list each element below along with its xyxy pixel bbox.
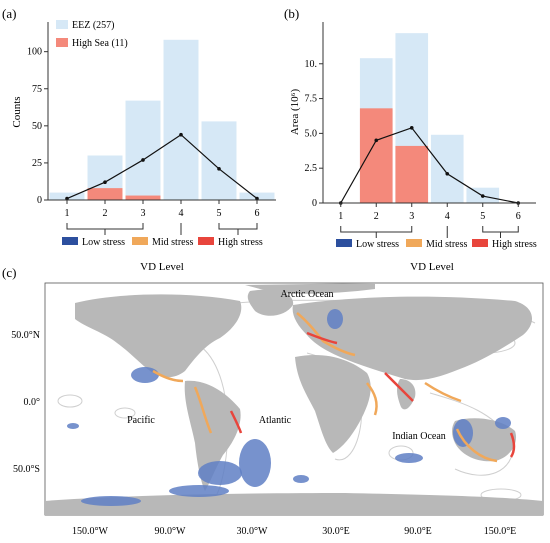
group-bracket — [66, 223, 144, 235]
y-tick-label: 25 — [32, 158, 42, 169]
low-stress-patches — [67, 309, 511, 506]
x-tick-label: 3 — [409, 211, 414, 222]
y-tick-label: 2.5 — [305, 163, 318, 174]
group-bracket — [218, 223, 258, 235]
legend-label-low-b: Low stress — [356, 239, 399, 250]
bar-high-sea — [87, 188, 123, 200]
trend-point — [409, 126, 414, 130]
coastal-stress — [152, 312, 516, 463]
trend-line — [340, 127, 519, 204]
legend-swatch-low-b — [336, 239, 352, 247]
lon-tick-30e: 30.0°E — [322, 526, 350, 537]
x-axis-label-a: VD Level — [140, 261, 184, 273]
bar-high-sea — [395, 145, 429, 203]
land-africa — [295, 354, 371, 453]
lat-tick-50n: 50.0°N — [11, 330, 40, 341]
bar-high-sea — [125, 195, 161, 200]
group-bracket — [482, 226, 519, 238]
legend-swatch-high-sea — [56, 38, 68, 47]
x-tick-label: 5 — [217, 208, 222, 219]
bar-eez — [239, 192, 275, 200]
trend-point — [480, 194, 485, 198]
x-axis-label-b: VD Level — [410, 261, 454, 273]
trend-point — [255, 196, 259, 201]
panel-label-b: (b) — [284, 6, 299, 21]
legend-label-low-a: Low stress — [82, 237, 125, 248]
land-antarctica — [45, 493, 543, 515]
legend-swatch-high-a — [198, 237, 214, 245]
legend-swatch-eez — [56, 20, 68, 29]
land-greenland — [247, 289, 294, 316]
ocean-label-indian: Indian Ocean — [392, 431, 446, 442]
legend-label-high-b: High stress — [492, 239, 537, 250]
lat-tick-50s: 50.0°S — [13, 464, 40, 475]
lon-tick-30w: 30.0°W — [237, 526, 268, 537]
legend-swatch-high-b — [472, 239, 488, 247]
legend-label-mid-a: Mid stress — [152, 237, 194, 248]
group-bracket — [340, 226, 413, 238]
legend-swatch-mid-b — [406, 239, 422, 247]
y-tick-label: 75 — [32, 84, 42, 95]
trend-point — [217, 167, 221, 171]
x-tick-label: 6 — [255, 208, 260, 219]
land-south-america — [184, 380, 241, 491]
legend-label-high-sea: High Sea (11) — [72, 38, 128, 49]
ocean-label-pacific: Pacific — [127, 415, 155, 426]
x-tick-label: 4 — [179, 208, 184, 219]
trend-point — [179, 132, 183, 137]
legend-swatch-low-a — [62, 237, 78, 245]
y-axis-label-a: Counts — [11, 96, 23, 127]
y-tick-label: 5.0 — [305, 128, 318, 139]
lon-tick-150e: 150.0°E — [484, 526, 517, 537]
y-tick-label: 10. — [305, 59, 318, 70]
y-axis-label-b: Area (10⁶) — [289, 89, 301, 136]
lat-tick-0: 0.0° — [24, 397, 41, 408]
x-tick-label: 5 — [480, 211, 485, 222]
bar-eez — [201, 121, 237, 200]
x-tick-label: 2 — [103, 208, 108, 219]
panel-label-a: (a) — [2, 6, 16, 21]
y-tick-label: 100 — [27, 47, 42, 58]
ocean-label-atlantic: Atlantic — [259, 415, 292, 426]
x-tick-label: 1 — [338, 211, 343, 222]
x-tick-label: 1 — [65, 208, 70, 219]
land-masses — [45, 283, 543, 515]
trend-point — [65, 196, 69, 201]
y-tick-label: 50 — [32, 121, 42, 132]
land-north-america — [75, 294, 242, 378]
trend-line — [66, 133, 258, 200]
legend-label-high-a: High stress — [218, 237, 263, 248]
panel-label-c: (c) — [2, 265, 16, 280]
bar-eez — [49, 192, 85, 200]
bar-eez — [125, 100, 161, 200]
legend-label-eez: EEZ (257) — [72, 20, 115, 31]
y-tick-label: 0 — [37, 195, 42, 206]
legend-label-mid-b: Mid stress — [426, 239, 468, 250]
y-tick-label: 7.5 — [305, 94, 318, 105]
x-tick-label: 2 — [374, 211, 379, 222]
y-tick-label: 0 — [312, 198, 317, 209]
lon-tick-150w: 150.0°W — [72, 526, 108, 537]
trend-point — [141, 158, 145, 162]
x-tick-label: 3 — [141, 208, 146, 219]
x-tick-label: 6 — [516, 211, 521, 222]
trend-point — [103, 180, 107, 184]
x-tick-label: 4 — [445, 211, 450, 222]
ocean-label-arctic: Arctic Ocean — [280, 289, 333, 300]
land-europe-asia — [292, 296, 533, 381]
bar-eez — [430, 134, 464, 203]
lon-tick-90w: 90.0°W — [155, 526, 186, 537]
bar-high-sea — [359, 108, 393, 203]
bar-eez — [163, 39, 199, 200]
lon-tick-90e: 90.0°E — [404, 526, 432, 537]
trend-point — [374, 138, 379, 143]
legend-swatch-mid-a — [132, 237, 148, 245]
trend-point — [445, 171, 450, 176]
